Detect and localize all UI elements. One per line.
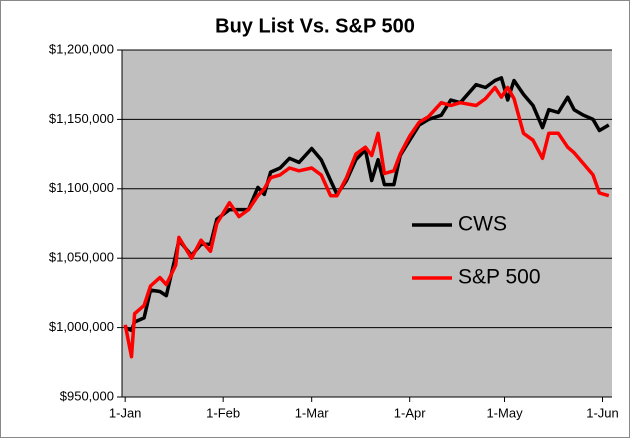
y-tick-label: $1,100,000 — [49, 180, 114, 195]
legend-label: S&P 500 — [458, 266, 541, 289]
y-tick-label: $1,200,000 — [49, 41, 114, 56]
x-tick-label: 1-Jan — [109, 405, 142, 420]
series-line — [123, 85, 610, 359]
x-tick-label: 1-Feb — [206, 405, 240, 420]
x-tick-label: 1-Jun — [586, 405, 619, 420]
y-tick-label: $1,000,000 — [49, 319, 114, 334]
y-tick-label: $1,150,000 — [49, 111, 114, 126]
chart-title: Buy List Vs. S&P 500 — [215, 15, 415, 37]
x-tick-label: 1-Apr — [394, 405, 426, 420]
y-tick-label: $1,050,000 — [49, 250, 114, 265]
x-tick-label: 1-May — [486, 405, 523, 420]
x-tick-label: 1-Mar — [295, 405, 330, 420]
legend-label: CWS — [458, 213, 507, 236]
y-tick-label: $950,000 — [60, 388, 114, 403]
plot-area — [122, 50, 612, 397]
